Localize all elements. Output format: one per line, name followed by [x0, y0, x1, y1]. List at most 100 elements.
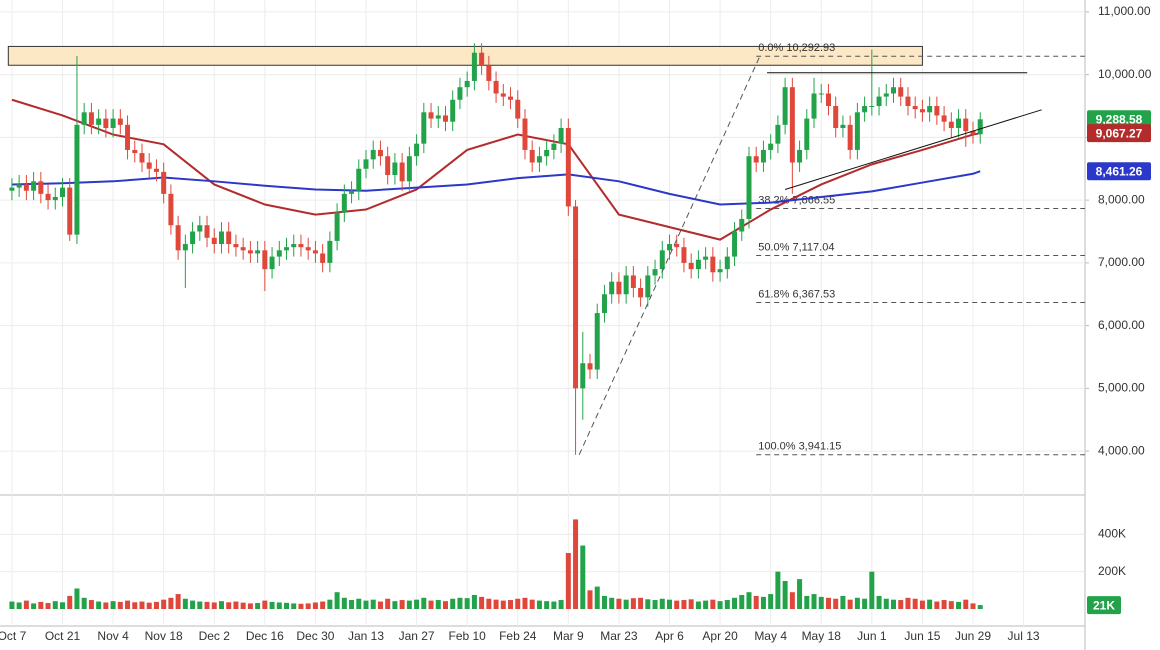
- x-tick-label: Nov 4: [97, 629, 129, 643]
- volume-bar: [768, 594, 774, 609]
- candle-body: [457, 87, 463, 100]
- volume-bar: [103, 602, 109, 609]
- candle-body: [666, 244, 672, 251]
- volume-bar: [168, 597, 174, 609]
- volume-bar: [414, 599, 420, 609]
- y-tick-label: 4,000.00: [1098, 443, 1145, 457]
- volume-bar: [385, 598, 391, 609]
- price-tag-label: 8,461.26: [1096, 164, 1143, 178]
- candle-body: [782, 87, 788, 125]
- candle-body: [103, 118, 109, 128]
- volume-bar: [862, 598, 868, 609]
- candle-body: [558, 127, 564, 144]
- candle-body: [31, 181, 37, 191]
- candle-body: [262, 250, 268, 270]
- volume-bar: [356, 598, 362, 609]
- price-tag-label: 9,067.27: [1096, 126, 1143, 140]
- volume-bar: [139, 601, 145, 609]
- x-tick-label: Jun 1: [857, 629, 887, 643]
- candle-body: [132, 149, 138, 154]
- volume-bar: [421, 597, 427, 609]
- volume-bar: [96, 601, 102, 609]
- candle-body: [833, 106, 839, 128]
- candle-body: [52, 196, 58, 201]
- volume-bar: [970, 603, 976, 609]
- volume-bar: [688, 599, 694, 609]
- volume-bar: [977, 605, 983, 609]
- x-tick-label: Jul 13: [1008, 629, 1040, 643]
- candle-body: [970, 131, 976, 135]
- volume-bar: [623, 599, 629, 609]
- x-tick-label: Jan 27: [399, 629, 435, 643]
- volume-bar: [190, 600, 196, 609]
- volume-bar: [876, 595, 882, 609]
- volume-bar: [898, 600, 904, 609]
- volume-bar: [74, 588, 80, 609]
- volume-bar: [536, 600, 542, 609]
- candle-body: [204, 225, 210, 238]
- volume-bar: [233, 601, 239, 609]
- volume-bar: [666, 599, 672, 609]
- volume-bar: [399, 600, 405, 609]
- volume-bar: [883, 598, 889, 609]
- volume-bar: [565, 553, 571, 609]
- candle-body: [428, 112, 434, 119]
- candle-body: [81, 112, 87, 125]
- volume-bar: [732, 597, 738, 609]
- candle-body: [125, 124, 131, 150]
- candle-body: [392, 162, 398, 176]
- candle-body: [247, 250, 253, 254]
- x-tick-label: Dec 16: [246, 629, 284, 643]
- volume-bar: [927, 599, 933, 609]
- candle-body: [240, 247, 246, 251]
- candle-body: [370, 149, 376, 160]
- x-tick-label: Oct 7: [0, 629, 27, 643]
- volume-bar: [854, 597, 860, 609]
- candle-body: [327, 240, 333, 263]
- candle-body: [847, 124, 853, 150]
- x-tick-label: Apr 20: [702, 629, 738, 643]
- x-tick-label: Jun 29: [955, 629, 991, 643]
- volume-bar: [182, 598, 188, 609]
- volume-bar: [175, 594, 181, 609]
- volume-bar: [544, 601, 550, 609]
- volume-bar: [912, 598, 918, 609]
- moving-average-line: [11, 170, 981, 206]
- volume-bar: [377, 601, 383, 609]
- volume-bar: [963, 599, 969, 609]
- candle-body: [320, 253, 326, 263]
- candle-body: [421, 112, 427, 144]
- volume-bar: [616, 598, 622, 609]
- trendline: [578, 56, 761, 455]
- volume-bar: [847, 599, 853, 609]
- candle-body: [110, 118, 116, 128]
- candle-body: [255, 250, 261, 254]
- volume-bar: [703, 600, 709, 609]
- y-tick-label: 7,000.00: [1098, 255, 1145, 269]
- volume-bar: [587, 590, 593, 609]
- volume-bar: [948, 601, 954, 609]
- volume-bar: [760, 596, 766, 609]
- candle-body: [681, 247, 687, 263]
- candle-body: [565, 127, 571, 207]
- candle-body: [153, 168, 159, 172]
- candle-body: [334, 212, 340, 241]
- candle-body: [139, 153, 145, 163]
- candle-body: [898, 87, 904, 97]
- candle-body: [688, 262, 694, 270]
- volume-bar: [269, 601, 275, 609]
- x-tick-label: May 18: [802, 629, 842, 643]
- candle-body: [312, 250, 318, 254]
- volume-bar: [645, 599, 651, 609]
- candle-body: [269, 256, 275, 270]
- price-tag: [1087, 110, 1151, 129]
- candle-body: [406, 156, 412, 182]
- volume-bar: [320, 601, 326, 609]
- candle-body: [573, 206, 579, 389]
- volume-bar: [594, 586, 600, 609]
- volume-bar: [334, 592, 340, 609]
- candle-body: [146, 162, 152, 169]
- volume-bar: [132, 602, 138, 609]
